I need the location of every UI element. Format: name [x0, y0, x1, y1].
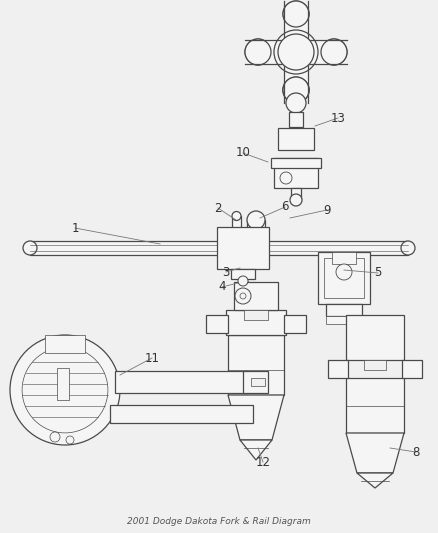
Text: 11: 11 [145, 351, 159, 365]
Circle shape [23, 241, 37, 255]
Bar [251, 378, 265, 386]
Bar [326, 304, 362, 316]
Bar [271, 158, 321, 168]
Bar [278, 128, 314, 150]
Circle shape [283, 77, 309, 103]
Bar [402, 360, 422, 378]
Circle shape [321, 39, 347, 65]
Bar [217, 227, 269, 269]
Bar [346, 315, 404, 360]
Text: 8: 8 [412, 446, 420, 458]
Circle shape [283, 1, 309, 27]
Bar [244, 310, 268, 320]
Bar [291, 188, 301, 200]
Bar [289, 112, 303, 127]
Text: 2001 Dodge Dakota Fork & Rail Diagram: 2001 Dodge Dakota Fork & Rail Diagram [127, 516, 311, 526]
Circle shape [286, 93, 306, 113]
Circle shape [290, 194, 302, 206]
Bar [296, 40, 334, 64]
Circle shape [283, 77, 309, 103]
Bar [115, 371, 248, 393]
Circle shape [245, 39, 271, 65]
Circle shape [321, 39, 347, 65]
Bar [206, 315, 228, 333]
Bar [110, 405, 253, 423]
Bar [326, 316, 362, 324]
Polygon shape [357, 473, 393, 488]
Bar [364, 360, 386, 370]
Circle shape [50, 432, 60, 442]
Polygon shape [240, 440, 272, 460]
Bar [318, 252, 370, 304]
Text: 6: 6 [281, 200, 289, 214]
Bar [30, 241, 408, 255]
Circle shape [22, 347, 108, 433]
Bar [346, 378, 404, 433]
Text: 3: 3 [223, 265, 230, 279]
Bar [57, 368, 69, 400]
Circle shape [238, 276, 248, 286]
Polygon shape [346, 433, 404, 473]
Circle shape [10, 335, 120, 445]
Bar [258, 40, 296, 64]
Circle shape [278, 34, 314, 70]
Circle shape [66, 436, 74, 444]
Bar [284, 52, 308, 90]
Text: 4: 4 [218, 280, 226, 294]
Bar [328, 360, 348, 378]
Circle shape [336, 264, 352, 280]
Circle shape [401, 241, 415, 255]
Text: 2: 2 [214, 201, 222, 214]
Circle shape [240, 293, 246, 299]
Circle shape [283, 1, 309, 27]
Circle shape [247, 211, 265, 229]
Bar [45, 335, 85, 353]
Text: 10: 10 [236, 147, 251, 159]
Text: 5: 5 [374, 266, 381, 279]
Bar [324, 258, 364, 298]
Circle shape [235, 288, 251, 304]
Circle shape [274, 30, 318, 74]
Bar [226, 310, 286, 335]
Bar [284, 315, 306, 333]
Bar [234, 282, 278, 310]
Text: 1: 1 [71, 222, 79, 235]
Text: 13: 13 [331, 111, 346, 125]
Bar [284, 14, 308, 52]
Bar [332, 252, 356, 264]
Text: 12: 12 [255, 456, 271, 469]
Circle shape [283, 77, 309, 103]
Bar [247, 220, 265, 242]
Bar [228, 335, 284, 395]
Text: 9: 9 [323, 204, 331, 216]
Bar [232, 216, 241, 244]
Bar [243, 371, 268, 393]
Bar [231, 269, 255, 279]
Bar [274, 158, 318, 188]
Polygon shape [228, 395, 284, 440]
Circle shape [245, 39, 271, 65]
Circle shape [280, 172, 292, 184]
Circle shape [232, 212, 241, 221]
